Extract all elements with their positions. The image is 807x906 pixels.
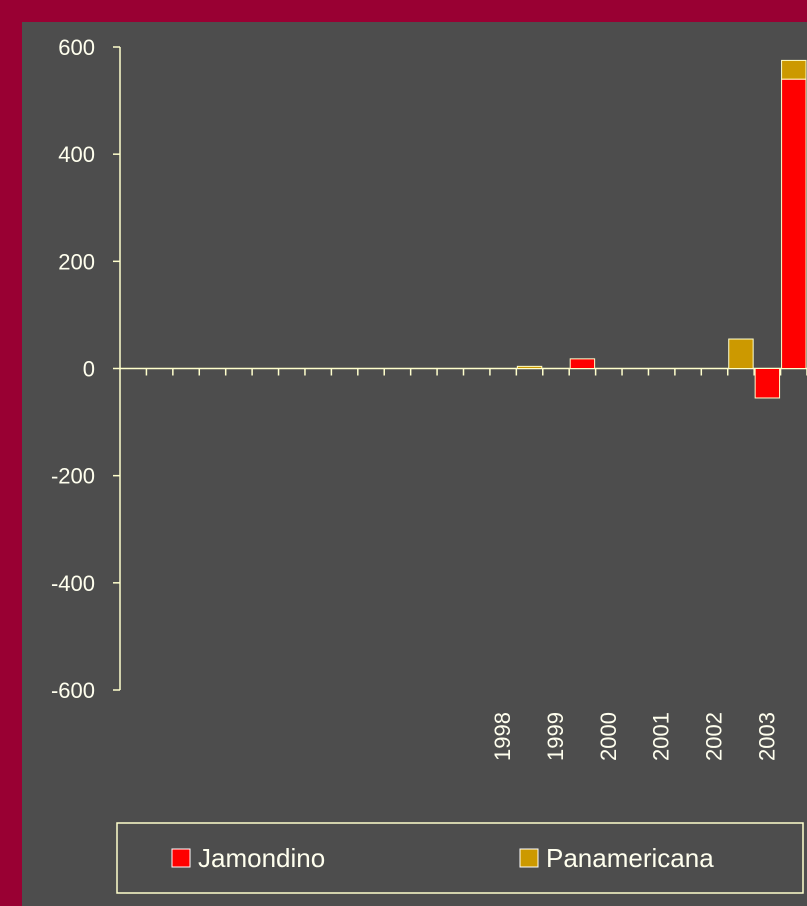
y-tick-label: 0 (83, 357, 95, 382)
bar (754, 368, 781, 399)
x-tick-label: 2002 (702, 712, 727, 761)
y-tick-label: -600 (51, 678, 95, 703)
bar (728, 338, 754, 370)
x-tick-label: 2003 (754, 712, 779, 761)
legend-swatch (519, 848, 539, 868)
x-tick-label: 1999 (543, 712, 568, 761)
legend-label: Jamondino (198, 843, 325, 873)
legend-box (116, 822, 804, 894)
plot-background (22, 22, 807, 906)
bar (516, 365, 543, 369)
bar (781, 59, 807, 80)
y-tick-label: 200 (58, 249, 95, 274)
bar (781, 78, 807, 370)
x-tick-label: 2000 (596, 712, 621, 761)
y-tick-label: 400 (58, 142, 95, 167)
legend-label: Panamericana (546, 843, 714, 873)
y-tick-label: -200 (51, 464, 95, 489)
x-tick-label: 1998 (490, 712, 515, 761)
x-tick-label: 2001 (649, 712, 674, 761)
y-tick-label: -400 (51, 571, 95, 596)
legend-swatch (171, 848, 191, 868)
bar (569, 358, 596, 370)
y-tick-label: 600 (58, 35, 95, 60)
